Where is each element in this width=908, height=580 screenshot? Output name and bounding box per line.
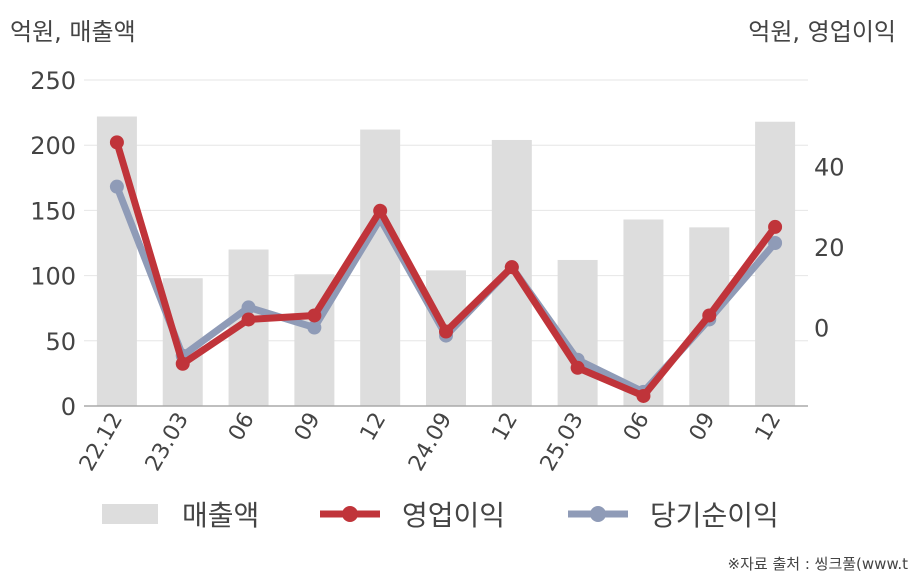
x-tick-label: 06 xyxy=(619,409,655,446)
net-income-legend-swatch xyxy=(568,506,628,522)
x-tick-label: 06 xyxy=(224,409,260,446)
operating-profit-point xyxy=(570,360,585,375)
x-tick-label: 22.12 xyxy=(75,409,128,476)
operating-profit-point xyxy=(439,324,453,339)
operating-profit-point xyxy=(175,356,190,371)
x-tick-label: 09 xyxy=(290,409,326,446)
x-tick-label: 12 xyxy=(356,409,392,446)
source-footer: ※자료 출처 : 씽크풀(www.t xyxy=(727,555,908,573)
revenue-bar xyxy=(360,129,401,406)
right-y-tick-label: 0 xyxy=(814,315,829,343)
x-tick-label: 09 xyxy=(685,409,721,446)
left-y-tick-label: 200 xyxy=(30,132,76,160)
revenue-bar xyxy=(755,121,796,406)
revenue-legend-label: 매출액 xyxy=(182,499,260,532)
left-y-tick-label: 100 xyxy=(30,263,76,291)
operating-profit-point xyxy=(241,312,256,327)
left-axis-unit-label: 억원, 매출액 xyxy=(10,18,136,46)
legend-item-revenue: 매출액 xyxy=(102,494,259,534)
x-tick-label: 24.09 xyxy=(404,409,457,476)
revenue-bar xyxy=(557,259,598,406)
legend-item-net-income: 당기순이익 xyxy=(566,494,779,534)
operating-profit-point xyxy=(768,219,783,234)
net-income-point xyxy=(307,320,322,335)
left-y-tick-label: 150 xyxy=(30,197,76,225)
operating-profit-point xyxy=(373,203,388,218)
revenue-legend-swatch xyxy=(102,504,158,524)
operating-profit-point xyxy=(702,308,717,323)
left-y-tick-label: 0 xyxy=(61,393,76,421)
revenue-bar xyxy=(96,116,137,407)
left-y-tick-label: 50 xyxy=(45,328,76,356)
x-tick-label: 23.03 xyxy=(141,409,194,476)
net-income-legend-label: 당기순이익 xyxy=(650,499,779,532)
operating-profit-point xyxy=(636,388,651,403)
x-tick-label: 12 xyxy=(751,409,787,446)
net-income-point xyxy=(109,179,124,194)
operating-profit-point xyxy=(504,260,519,275)
operating-profit-point xyxy=(109,135,124,150)
net-income-point xyxy=(241,300,256,315)
right-y-tick-label: 20 xyxy=(814,234,845,262)
x-tick-label: 12 xyxy=(487,409,523,446)
net-income-point xyxy=(768,236,783,250)
right-axis-unit-label: 억원, 영업이익 xyxy=(748,18,896,46)
right-y-tick-label: 40 xyxy=(814,154,845,182)
x-tick-label: 25.03 xyxy=(536,409,589,476)
operating-profit-legend-swatch xyxy=(320,506,380,522)
left-y-tick-label: 250 xyxy=(30,67,76,95)
operating-profit-legend-label: 영업이익 xyxy=(402,499,506,532)
legend-item-operating-profit: 영업이익 xyxy=(318,494,505,534)
operating-profit-point xyxy=(307,308,322,323)
